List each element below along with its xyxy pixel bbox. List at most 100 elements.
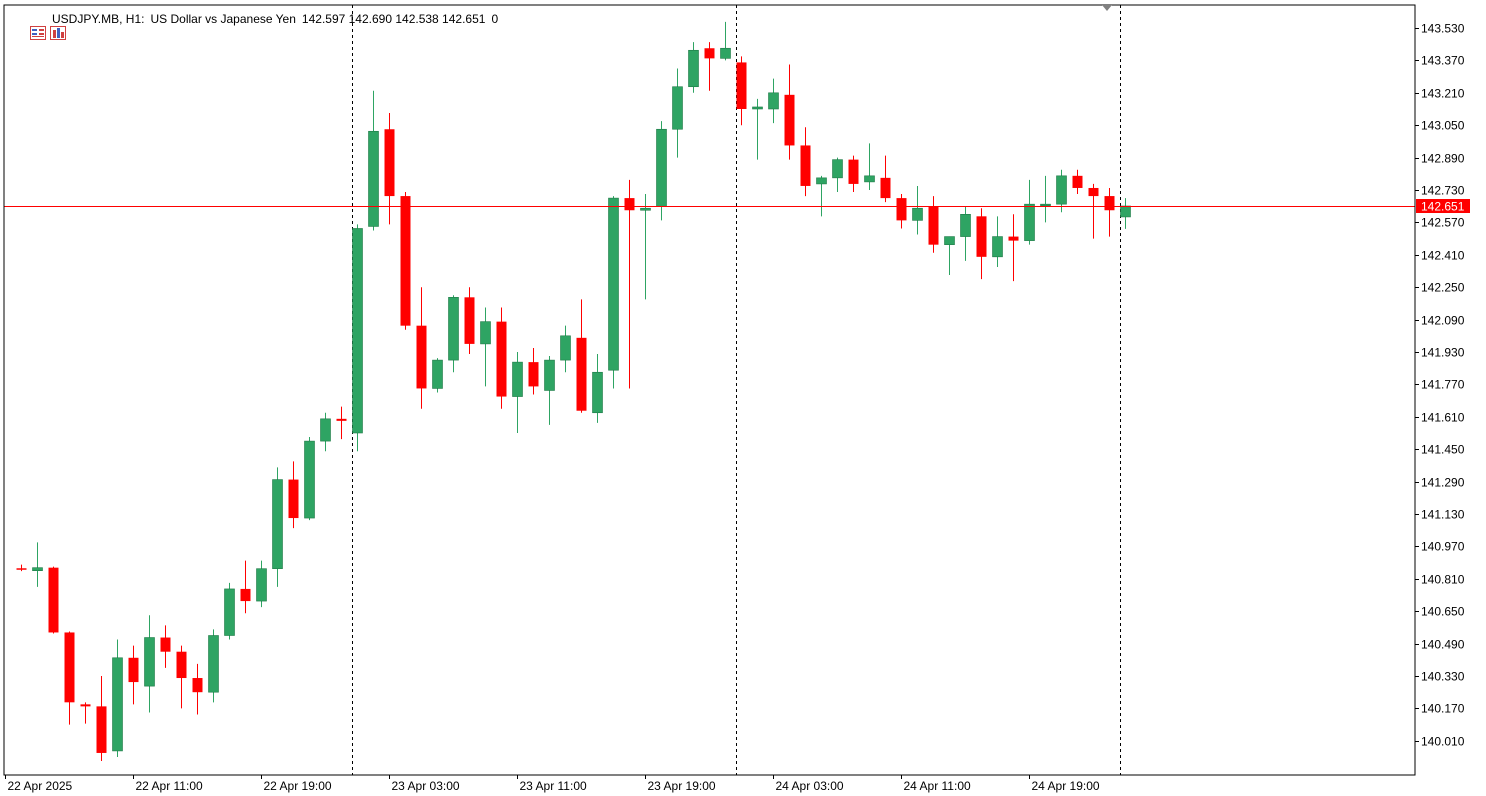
symbol-description: US Dollar vs Japanese Yen [150, 12, 296, 26]
candle[interactable] [560, 325, 571, 373]
window-list-icon[interactable] [10, 12, 47, 40]
candle[interactable] [400, 192, 411, 330]
candle[interactable] [176, 645, 187, 709]
candle[interactable] [192, 663, 203, 715]
symbol-timeframe: USDJPY.MB, H1: [52, 12, 145, 26]
candle[interactable] [480, 307, 491, 387]
y-tick-label: 141.930 [1421, 346, 1465, 360]
candle[interactable] [224, 582, 235, 640]
candle[interactable] [976, 208, 987, 280]
candle[interactable] [1040, 175, 1051, 223]
candle[interactable] [672, 68, 683, 158]
candle[interactable] [960, 206, 971, 261]
candle[interactable] [288, 461, 299, 529]
candle[interactable] [944, 236, 955, 276]
candle[interactable] [880, 155, 891, 203]
candle[interactable] [928, 196, 939, 253]
candle[interactable] [16, 564, 27, 572]
candle[interactable] [528, 347, 539, 395]
candle-body-bull [1024, 203, 1035, 241]
candle[interactable] [1120, 198, 1131, 229]
candle-body-bull [320, 418, 331, 442]
chart-shift-marker[interactable] [1102, 5, 1112, 11]
x-tick-label: 24 Apr 19:00 [1032, 779, 1100, 793]
candle[interactable] [432, 358, 443, 393]
candle[interactable] [368, 90, 379, 231]
candle[interactable] [896, 194, 907, 229]
candle[interactable] [1088, 183, 1099, 239]
candle[interactable] [256, 560, 267, 608]
candle[interactable] [992, 216, 1003, 267]
candle[interactable] [800, 127, 811, 197]
x-tick-label: 23 Apr 11:00 [520, 779, 587, 793]
candle-body-bull [720, 47, 731, 59]
candle[interactable] [448, 295, 459, 373]
candle-body-bear [240, 588, 251, 602]
ohlc-values: 142.597 142.690 142.538 142.651 [301, 12, 486, 26]
candle[interactable] [48, 566, 59, 634]
candle[interactable] [272, 467, 283, 587]
candle[interactable] [1008, 214, 1019, 282]
candle-body-bull [368, 130, 379, 227]
candle[interactable] [416, 287, 427, 409]
candle[interactable] [240, 560, 251, 614]
candle-body-bear [624, 198, 635, 211]
candle[interactable] [784, 64, 795, 160]
candle[interactable] [608, 196, 619, 389]
candle[interactable] [1104, 187, 1115, 237]
candle-body-bear [928, 206, 939, 245]
y-tick-label: 140.810 [1421, 573, 1465, 587]
candle[interactable] [384, 113, 395, 225]
candle[interactable] [112, 639, 123, 757]
candle[interactable] [720, 21, 731, 61]
candle[interactable] [704, 42, 715, 91]
candle[interactable] [320, 412, 331, 452]
candle[interactable] [832, 157, 843, 193]
x-tick-label: 22 Apr 2025 [8, 779, 73, 793]
y-tick-label: 141.610 [1421, 411, 1465, 425]
candle[interactable] [624, 179, 635, 389]
candle[interactable] [592, 354, 603, 423]
candle[interactable] [352, 224, 363, 452]
candle-body-bear [704, 48, 715, 59]
candle[interactable] [576, 299, 587, 413]
candle[interactable] [464, 287, 475, 355]
candle[interactable] [688, 42, 699, 93]
candle[interactable] [32, 542, 43, 587]
candle[interactable] [864, 143, 875, 190]
candle[interactable] [912, 185, 923, 235]
candle-body-bear [192, 678, 203, 693]
candle[interactable] [64, 631, 75, 725]
candle[interactable] [1056, 169, 1067, 213]
y-tick-label: 141.770 [1421, 378, 1465, 392]
candle[interactable] [160, 625, 171, 668]
candle[interactable] [80, 702, 91, 724]
candle[interactable] [96, 676, 107, 762]
candle-body-bull [512, 361, 523, 397]
candle[interactable] [736, 56, 747, 126]
candle[interactable] [512, 352, 523, 433]
candle-body-bull [608, 197, 619, 371]
candle-body-bear [1008, 236, 1019, 241]
candle-body-bear [400, 196, 411, 326]
y-tick-label: 143.050 [1421, 119, 1465, 133]
candle[interactable] [752, 98, 763, 160]
candle[interactable] [144, 615, 155, 713]
candle[interactable] [496, 307, 507, 409]
candle[interactable] [128, 645, 139, 705]
candle-body-bear [1072, 175, 1083, 188]
candle[interactable] [1024, 179, 1035, 245]
candle[interactable] [848, 155, 859, 193]
candle[interactable] [768, 78, 779, 124]
candle[interactable] [208, 629, 219, 703]
candle[interactable] [656, 121, 667, 221]
candle[interactable] [336, 406, 347, 440]
candle[interactable] [304, 437, 315, 521]
candle[interactable] [544, 356, 555, 425]
candle[interactable] [816, 175, 827, 217]
chart-config-icon[interactable] [30, 12, 67, 40]
candle[interactable] [1072, 169, 1083, 195]
candle[interactable] [640, 194, 651, 300]
